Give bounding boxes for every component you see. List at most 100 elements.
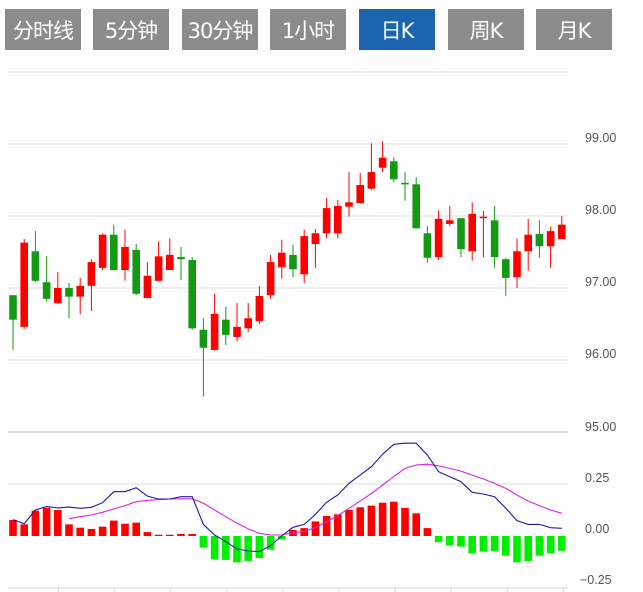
candle	[166, 238, 174, 270]
candle-body	[401, 182, 409, 185]
macd-histogram-bar	[210, 536, 219, 560]
candle-body	[233, 326, 241, 337]
candle	[446, 205, 454, 227]
candle	[412, 177, 420, 229]
candle-body	[490, 220, 499, 258]
macd-histogram-bar	[278, 536, 286, 540]
candle-body	[132, 249, 140, 294]
macd-histogram-bar	[31, 510, 40, 536]
tab-30min[interactable]: 30分钟	[182, 9, 258, 50]
candle-body	[322, 208, 331, 234]
candle-body	[502, 259, 510, 278]
price-axis: 99.00 98.00 97.00 96.00 95.00	[585, 131, 616, 434]
candle	[132, 244, 140, 296]
candle-body	[65, 288, 73, 297]
macd-histogram-bar	[345, 510, 353, 536]
macd-histogram-bar	[412, 513, 420, 536]
candle-body	[76, 285, 84, 297]
tab-1hour[interactable]: 1小时	[270, 9, 346, 50]
candle-body	[412, 184, 420, 229]
macd-histogram-bar	[535, 536, 544, 556]
macd-histogram-bar	[457, 536, 465, 547]
candle	[278, 239, 286, 279]
candle-body	[378, 157, 387, 168]
macd-histogram-bar	[9, 519, 17, 536]
candle-body	[188, 259, 196, 329]
candle-body	[42, 282, 51, 299]
tab-intraday[interactable]: 分时线	[5, 9, 81, 50]
candle-body	[255, 295, 264, 322]
macd-histogram-bar	[54, 510, 62, 536]
candle	[110, 224, 118, 271]
grid	[8, 71, 568, 592]
candle-body	[199, 329, 208, 348]
macd-histogram-bar	[356, 507, 364, 536]
tab-5min[interactable]: 5分钟	[93, 9, 169, 50]
candle	[513, 238, 521, 288]
candle-body	[278, 252, 286, 268]
candle	[300, 229, 308, 283]
macd-tick-label: 0.25	[585, 471, 609, 485]
dif-line	[12, 442, 562, 553]
price-tick-label: 98.00	[585, 203, 616, 217]
candle-body	[154, 256, 163, 281]
macd-axis: 0.25 0.00 −0.25	[580, 471, 612, 587]
candle-body	[166, 254, 174, 270]
candle-body	[31, 251, 40, 281]
candle	[457, 218, 465, 258]
macd-histogram-bar	[65, 524, 73, 536]
candle-body	[345, 202, 353, 207]
macd-histogram-bar	[513, 536, 521, 563]
candle-body	[535, 234, 544, 247]
candle	[87, 259, 96, 312]
macd-histogram-bar	[423, 528, 432, 536]
candle	[524, 218, 532, 271]
candle-body	[87, 262, 96, 286]
macd-histogram-bar	[121, 523, 129, 536]
macd-histogram-bar	[266, 536, 275, 550]
tab-monthly-k[interactable]: 月K	[536, 9, 612, 50]
candle	[390, 156, 398, 183]
candle	[401, 172, 409, 201]
candle-body	[457, 218, 465, 250]
macd-histogram-bar	[367, 505, 376, 536]
macd-histogram-bar	[222, 536, 230, 560]
candle	[143, 262, 152, 299]
candle-body	[289, 254, 297, 270]
candle	[490, 205, 499, 268]
macd-histogram-bar	[468, 536, 476, 554]
candle-body	[98, 234, 107, 268]
macd-histogram-bar	[311, 521, 320, 536]
candle-body	[434, 218, 443, 258]
macd-tick-label: 0.00	[585, 522, 609, 536]
macd-histogram-bar	[199, 536, 208, 548]
candle	[54, 272, 62, 304]
macd-histogram-bar	[546, 536, 555, 554]
candle	[65, 282, 73, 319]
dea-line	[68, 463, 562, 536]
candle	[367, 143, 376, 191]
macd-histogram-bar	[502, 536, 510, 556]
candle-body	[143, 275, 152, 299]
macd-histogram-bar	[188, 533, 196, 536]
tab-daily-k[interactable]: 日K	[359, 9, 435, 50]
candle	[535, 220, 544, 258]
candle	[266, 254, 275, 299]
tab-weekly-k[interactable]: 周K	[448, 9, 524, 50]
macd-histogram-bar	[143, 532, 152, 536]
candle	[434, 210, 443, 260]
candle	[378, 141, 387, 173]
candle	[423, 226, 432, 263]
candle-body	[367, 172, 376, 189]
macd-histogram-bar	[98, 526, 107, 536]
candle-body	[300, 236, 308, 275]
macd-tick-label: −0.25	[580, 573, 612, 587]
candle-body	[177, 257, 185, 260]
macd-histogram-bar	[558, 536, 566, 551]
macd-histogram-bar	[378, 502, 387, 536]
candle	[98, 233, 107, 270]
macd-histogram-bar	[434, 536, 443, 543]
macd-histogram-bar	[490, 536, 499, 551]
price-tick-label: 99.00	[585, 131, 616, 145]
candle-body	[210, 313, 219, 350]
